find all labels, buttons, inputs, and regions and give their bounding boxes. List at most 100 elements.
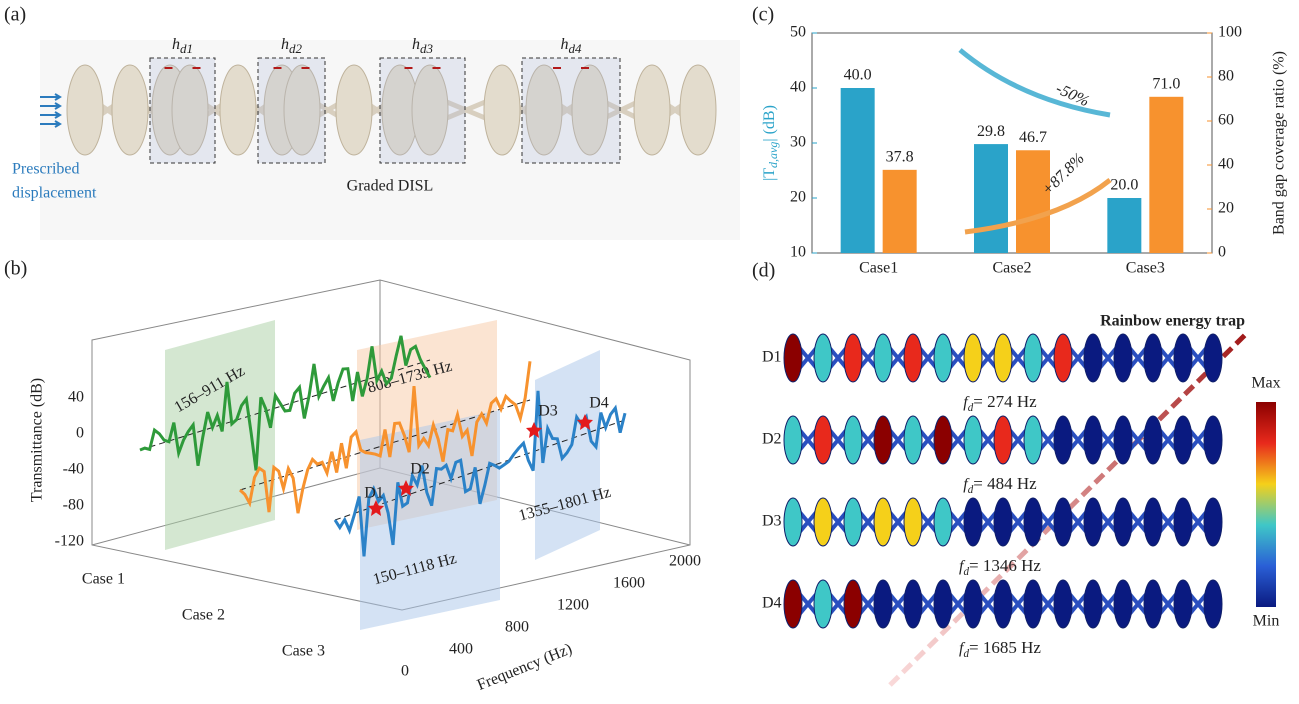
disc [964,334,982,382]
row-label: D2 [762,431,782,448]
disc [814,498,832,546]
row-freq: = 274 Hz [973,392,1037,411]
disc [904,498,922,546]
disc [1144,580,1162,628]
colorbar-label: Min [1253,613,1280,630]
case-label: Case 3 [282,643,325,660]
disc [904,416,922,464]
bar [974,144,1008,253]
disc [1024,416,1042,464]
value-label: 29.8 [977,123,1005,140]
bar [1107,198,1141,253]
case-label: Case 1 [82,571,125,588]
symbol-main: h [172,36,180,53]
disc [1084,416,1102,464]
y2-tick-label: 20 [1218,200,1234,217]
point-label: D4 [589,395,609,412]
y2-tick-label: 100 [1218,24,1242,41]
disc [336,65,372,155]
y-label: |Td,avg| (dB) [761,105,780,181]
disc [680,65,716,155]
symbol-main: h [561,36,569,53]
y2-tick-label: 0 [1218,244,1226,261]
disc [814,334,832,382]
caption: Graded DISL [347,178,434,195]
disc [1204,498,1222,546]
disc [904,334,922,382]
row-label: D3 [762,513,782,530]
disc [994,498,1012,546]
disc [1024,498,1042,546]
panel-d: (d) Rainbow energy trap Max Min D1fd= 27… [752,260,1281,685]
symbol-sub: d4 [569,41,583,56]
panel-b: (b) Transmittance (dB) Frequency (Hz) 40… [4,258,701,694]
value-label: 40.0 [844,67,872,84]
symbol-sub: d3 [420,41,434,56]
disc [220,65,256,155]
panel-label: (b) [4,258,27,280]
panel-label: (a) [4,4,26,26]
cell-box [380,58,465,163]
cell-box [522,58,620,163]
value-label: 20.0 [1110,177,1138,194]
symbol-sub: d2 [289,41,303,56]
disc [964,498,982,546]
disc [1054,580,1072,628]
cell-box [258,58,325,163]
freq-tick-label: 0 [401,663,409,680]
case-label: Case 2 [182,607,225,624]
row-freq: = 484 Hz [973,474,1037,493]
disc [1054,334,1072,382]
trap-title: Rainbow energy trap [1100,313,1245,330]
y-label-sub: d,avg [766,142,780,168]
disc [1084,334,1102,382]
disc [994,334,1012,382]
disc [844,580,862,628]
disc [1174,334,1192,382]
y2-tick-label: 60 [1218,112,1234,129]
disc [964,416,982,464]
bar [1016,150,1050,253]
disc [934,416,952,464]
colorbar-label: Max [1251,375,1280,392]
disc [1024,580,1042,628]
disc [484,65,520,155]
load-label: Prescribed [12,161,80,178]
y-tick-label: 20 [790,189,806,206]
point-label: D1 [364,485,384,502]
z-tick-label: -80 [63,497,84,514]
symbol: fd= 1346 Hz [959,556,1041,578]
figure: (a) Prescribed displacement Graded DISL … [0,0,1299,704]
symbol: fd= 274 Hz [963,392,1037,414]
row-freq: = 1685 Hz [969,638,1041,657]
disc [1144,416,1162,464]
disc [1204,580,1222,628]
x-tick-label: Case1 [859,260,898,277]
disc [1204,334,1222,382]
disc [1054,416,1072,464]
freq-tick-label: 1200 [557,597,589,614]
disc [874,334,892,382]
disc [784,580,802,628]
disc [1114,416,1132,464]
y-label-part: | (dB) [761,105,778,142]
disc [1084,580,1102,628]
y-tick-label: 10 [790,244,806,261]
disc [814,580,832,628]
row-label: D4 [762,595,782,612]
disc [1174,498,1192,546]
symbol: fd= 1685 Hz [959,638,1041,660]
disc [874,580,892,628]
x-tick-label: Case3 [1126,260,1165,277]
point-label: D3 [538,403,558,420]
cell-box [150,58,215,163]
disc [934,580,952,628]
panel-label: (d) [752,260,775,282]
panel-label: (c) [752,4,774,26]
z-label: Transmittance (dB) [29,378,46,502]
disc [784,498,802,546]
colorbar [1256,402,1276,607]
freq-label: Frequency (Hz) [475,640,575,694]
disc [1114,580,1132,628]
disc [994,580,1012,628]
